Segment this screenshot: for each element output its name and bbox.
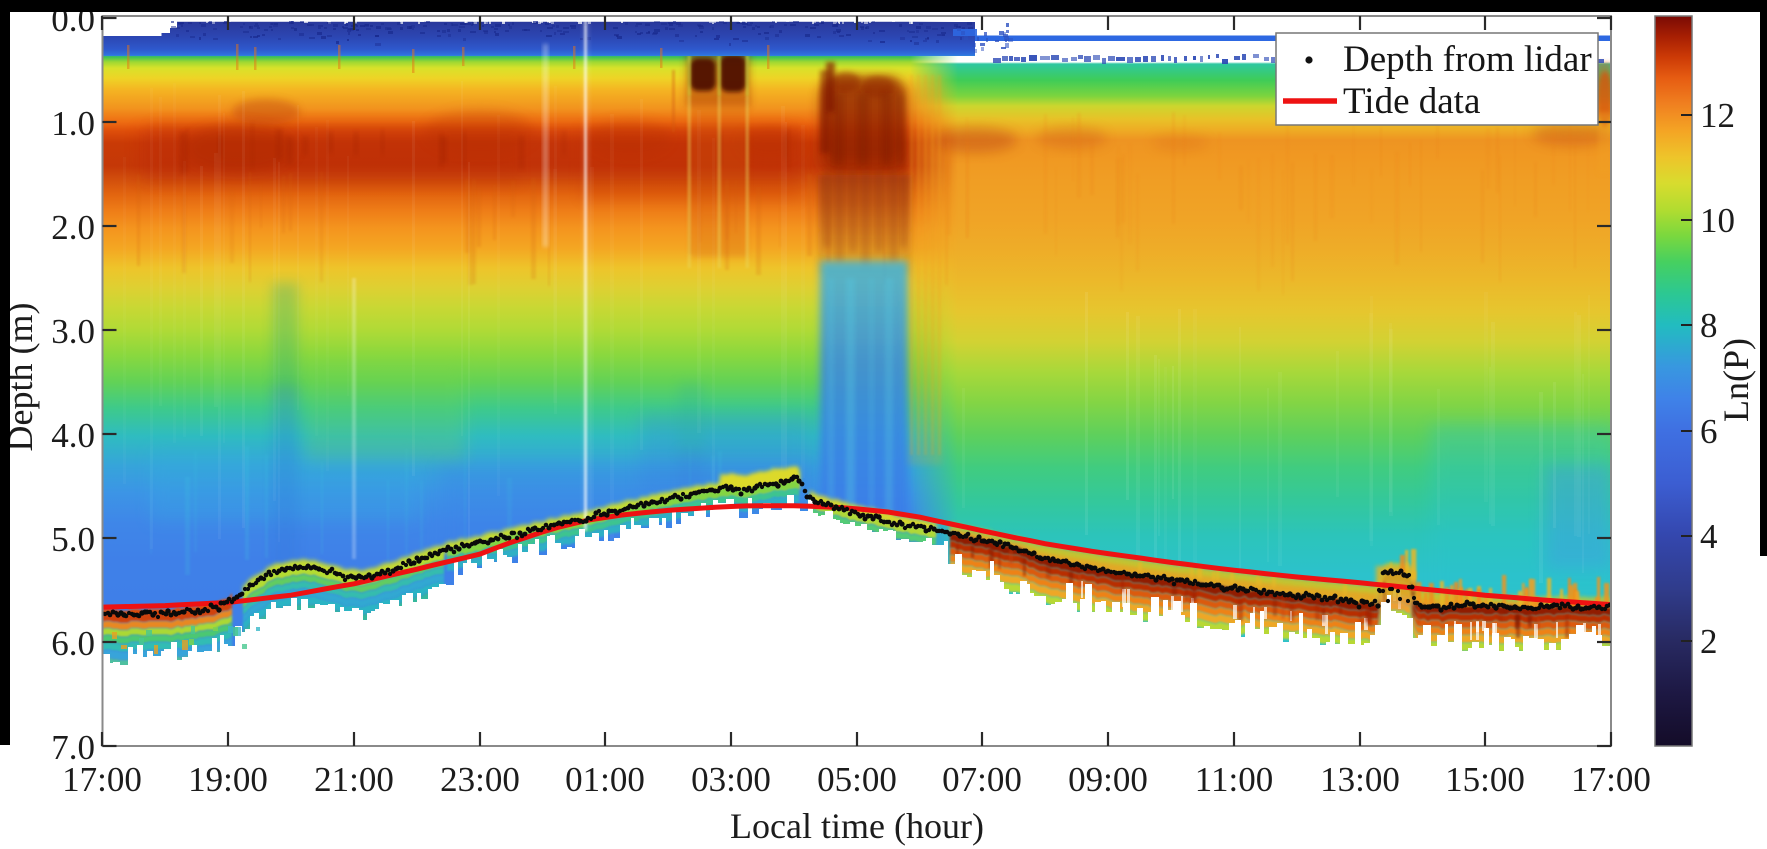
svg-text:17:00: 17:00	[1571, 760, 1651, 799]
svg-text:3.0: 3.0	[51, 312, 95, 351]
svg-text:5.0: 5.0	[51, 520, 95, 559]
svg-text:19:00: 19:00	[188, 760, 268, 799]
svg-text:21:00: 21:00	[314, 760, 394, 799]
svg-text:Local time (hour): Local time (hour)	[730, 806, 984, 846]
svg-text:17:00: 17:00	[62, 760, 142, 799]
svg-text:01:00: 01:00	[565, 760, 645, 799]
svg-text:03:00: 03:00	[691, 760, 771, 799]
svg-text:15:00: 15:00	[1445, 760, 1525, 799]
svg-text:1.0: 1.0	[51, 104, 95, 143]
svg-text:Tide data: Tide data	[1343, 81, 1480, 122]
svg-text:23:00: 23:00	[440, 760, 520, 799]
svg-text:05:00: 05:00	[817, 760, 897, 799]
svg-text:12: 12	[1700, 96, 1735, 135]
svg-text:13:00: 13:00	[1320, 760, 1400, 799]
svg-text:10: 10	[1700, 201, 1735, 240]
svg-text:7.0: 7.0	[51, 728, 95, 767]
svg-text:09:00: 09:00	[1068, 760, 1148, 799]
svg-text:4.0: 4.0	[51, 416, 95, 455]
svg-text:6.0: 6.0	[51, 624, 95, 663]
svg-text:07:00: 07:00	[942, 760, 1022, 799]
svg-text:2.0: 2.0	[51, 208, 95, 247]
svg-text:Ln(P): Ln(P)	[1716, 338, 1756, 422]
svg-text:6: 6	[1700, 412, 1718, 451]
svg-text:8: 8	[1700, 306, 1718, 345]
svg-text:11:00: 11:00	[1195, 760, 1273, 799]
svg-text:4: 4	[1700, 517, 1718, 556]
svg-text:2: 2	[1700, 622, 1718, 661]
svg-text:Depth from lidar: Depth from lidar	[1343, 39, 1592, 80]
